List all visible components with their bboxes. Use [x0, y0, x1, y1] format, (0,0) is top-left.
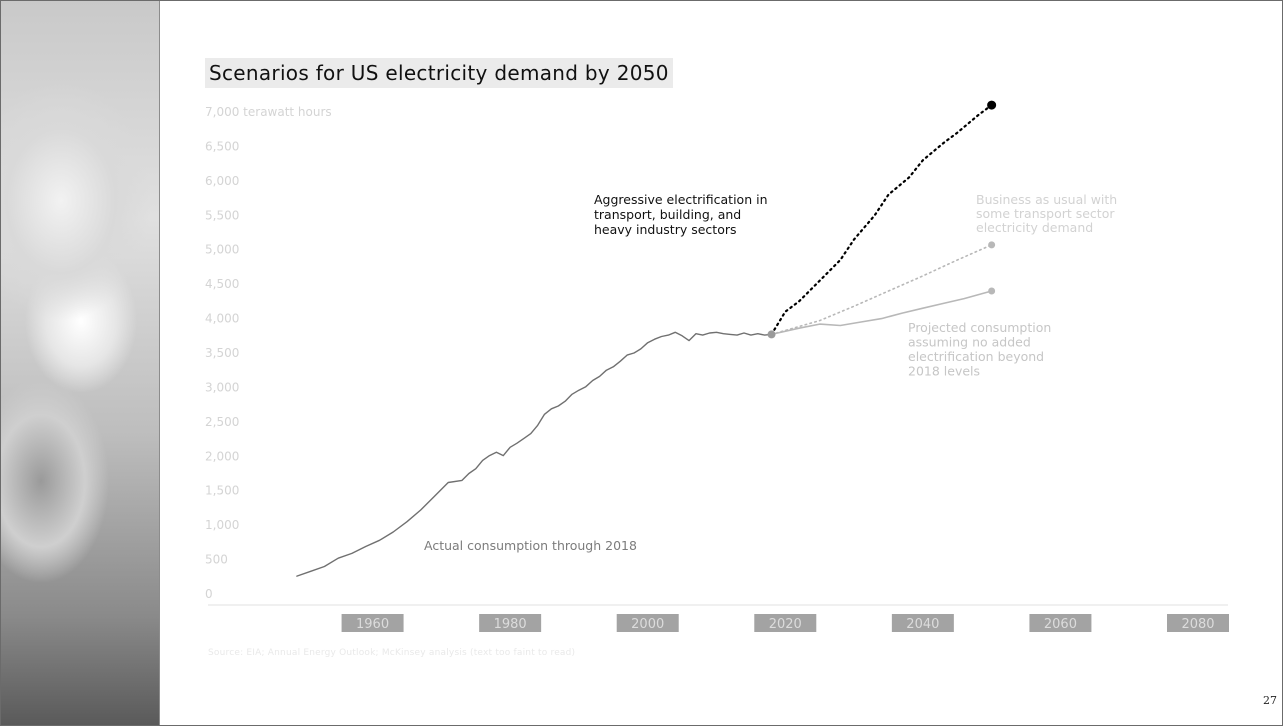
y-tick-label: 5,000 [205, 243, 239, 257]
y-tick-label: 6,000 [205, 174, 239, 188]
footnote: Source: EIA; Annual Energy Outlook; McKi… [208, 648, 576, 658]
y-tick-label: 7,000 terawatt hours [205, 105, 332, 119]
x-tick-badge [1167, 614, 1229, 632]
y-tick-label: 2,500 [205, 415, 239, 429]
x-tick-label: 2000 [631, 617, 664, 632]
x-axis: 1960 1980 2000 2020 2040 2060 2080 [341, 614, 1229, 632]
x-tick-label: 2020 [769, 617, 802, 632]
series-line-aggressive [770, 103, 993, 336]
y-tick-label: 0 [205, 587, 213, 601]
y-tick-label: 2,000 [205, 449, 239, 463]
y-tick-label: 3,500 [205, 346, 239, 360]
annotation-projected: Projected consumption [908, 320, 1051, 335]
annotation-projected: 2018 levels [908, 364, 980, 379]
endpoint-marker-business_as_usual [988, 241, 996, 249]
y-tick-label: 1,000 [205, 518, 239, 532]
annotation-business_as_usual: Business as usual with [976, 192, 1117, 207]
endpoint-marker-projected [988, 287, 996, 295]
y-tick-label: 6,500 [205, 139, 239, 153]
x-tick-label: 1960 [356, 617, 389, 632]
x-tick-badge [341, 614, 404, 632]
annotation-business_as_usual: some transport sector [976, 206, 1115, 221]
page-title: Scenarios for US electricity demand by 2… [205, 58, 673, 88]
y-tick-label: 5,500 [205, 208, 239, 222]
x-tick-badge [754, 614, 817, 632]
annotation-layer: Actual consumption through 2018 Aggressiv… [424, 192, 1117, 553]
x-tick-badge [616, 614, 679, 632]
annotation-business_as_usual: electricity demand [976, 220, 1093, 235]
start-marker-2018 [767, 330, 776, 339]
x-tick-label: 2080 [1181, 617, 1214, 632]
decorative-photo [1, 1, 160, 725]
annotation-aggressive: transport, building, and [594, 207, 741, 222]
y-tick-label: 500 [205, 553, 228, 567]
x-tick-label: 1980 [494, 617, 527, 632]
series-layer [296, 100, 997, 577]
annotation-actual: Actual consumption through 2018 [424, 538, 637, 553]
series-line-business_as_usual [770, 244, 993, 336]
x-tick-badge [891, 614, 954, 632]
x-tick-badge [479, 614, 542, 632]
annotation-projected: electrification beyond [908, 349, 1044, 364]
annotation-aggressive: Aggressive electrification in [594, 192, 768, 207]
series-line-projected [770, 290, 993, 336]
x-tick-label: 2040 [906, 617, 939, 632]
x-tick-badge [1029, 614, 1092, 632]
series-line-actual [296, 331, 773, 577]
annotation-projected: assuming no added [908, 335, 1031, 350]
x-tick-label: 2060 [1044, 617, 1077, 632]
page-number: 27 [1263, 694, 1277, 707]
y-axis: 0 500 1,000 1,500 2,000 2,500 3,000 3,500 4,000 4… [205, 105, 332, 601]
endpoint-marker-aggressive [987, 100, 997, 110]
y-tick-label: 4,000 [205, 312, 239, 326]
y-tick-label: 4,500 [205, 277, 239, 291]
y-tick-label: 3,000 [205, 380, 239, 394]
annotation-aggressive: heavy industry sectors [594, 222, 737, 237]
y-tick-label: 1,500 [205, 484, 239, 498]
